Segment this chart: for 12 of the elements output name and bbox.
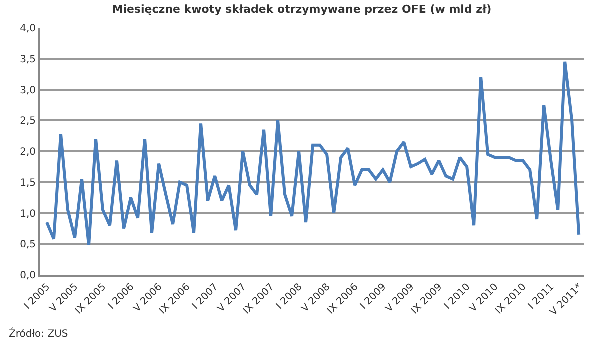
line-series bbox=[46, 60, 581, 247]
y-tick-label: 2,0 bbox=[20, 147, 36, 158]
y-tick-label: 4,0 bbox=[20, 24, 36, 34]
y-tick-label: 2,5 bbox=[20, 116, 36, 128]
y-tick-label: 0,0 bbox=[20, 270, 36, 282]
y-tick-label: 3,0 bbox=[20, 85, 36, 96]
y-tick-label: 3,5 bbox=[20, 54, 36, 66]
y-tick-label: 1,0 bbox=[20, 208, 36, 220]
y-tick-label: 0,5 bbox=[20, 240, 36, 251]
text: Źródło: ZUS bbox=[9, 327, 68, 340]
chart-title: Miesięczne kwoty składek otrzymywane przez OFE (w mld zł) bbox=[112, 2, 492, 16]
y-tick-label: 1,5 bbox=[20, 178, 36, 189]
